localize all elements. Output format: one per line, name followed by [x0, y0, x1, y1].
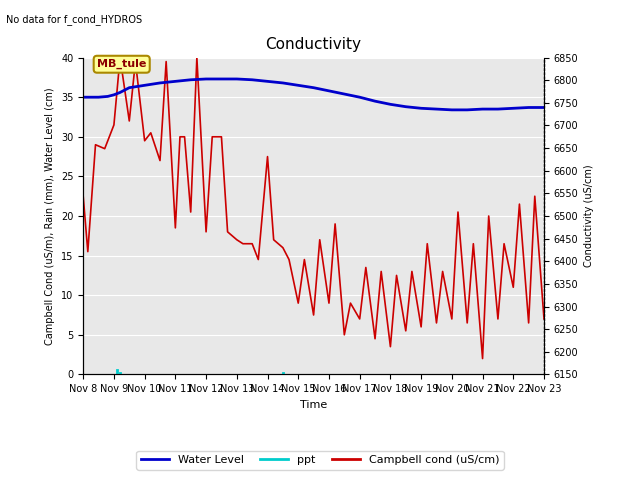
Y-axis label: Conductivity (uS/cm): Conductivity (uS/cm) — [584, 165, 594, 267]
Text: No data for f_cond_HYDROS: No data for f_cond_HYDROS — [6, 14, 143, 25]
Text: MB_tule: MB_tule — [97, 59, 147, 70]
Y-axis label: Campbell Cond (uS/m), Rain (mm), Water Level (cm): Campbell Cond (uS/m), Rain (mm), Water L… — [45, 87, 56, 345]
Title: Conductivity: Conductivity — [266, 37, 362, 52]
Legend: Water Level, ppt, Campbell cond (uS/cm): Water Level, ppt, Campbell cond (uS/cm) — [136, 451, 504, 469]
X-axis label: Time: Time — [300, 400, 327, 409]
